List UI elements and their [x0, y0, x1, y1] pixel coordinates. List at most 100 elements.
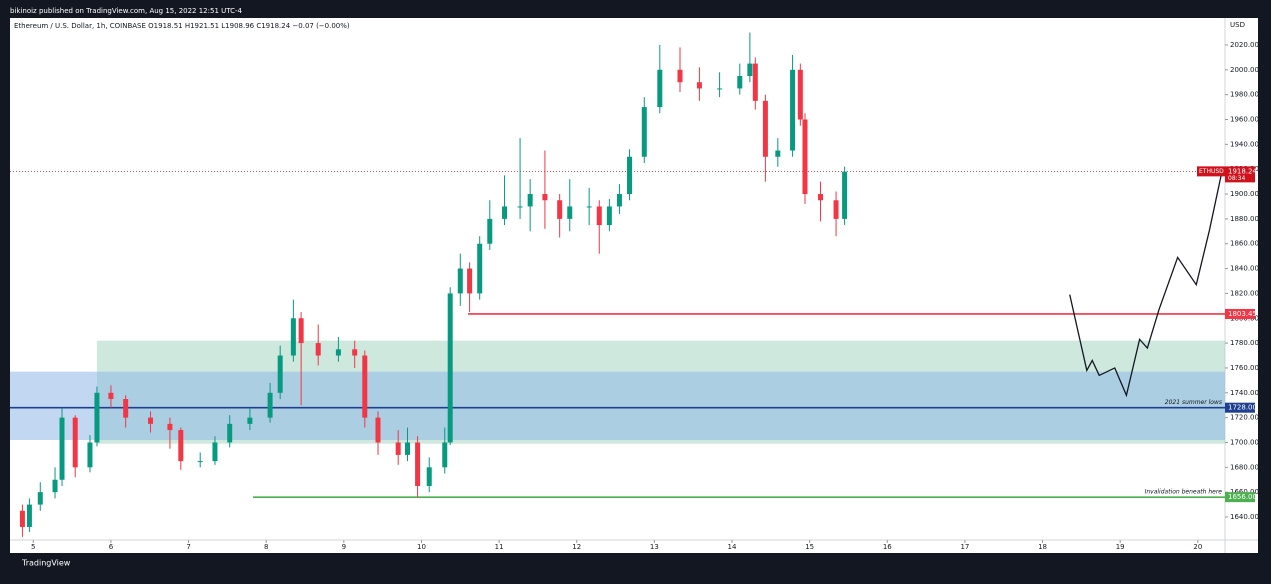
y-tick-label: 1760.00 — [1230, 364, 1259, 372]
candle-body — [148, 417, 154, 424]
candle-body — [87, 442, 93, 468]
candle-body — [833, 200, 839, 219]
candle-body — [52, 479, 58, 493]
candle-body — [467, 268, 473, 294]
candle-body — [395, 442, 401, 455]
x-tick-label: 20 — [1193, 543, 1202, 551]
last-symbol-box — [1197, 166, 1225, 177]
x-tick-label: 8 — [264, 543, 268, 551]
y-tick-label: 1900.00 — [1230, 190, 1259, 198]
level-label-box — [1225, 308, 1255, 319]
chart-background — [10, 18, 1258, 553]
candle-body — [94, 392, 100, 443]
x-tick-label: 11 — [495, 543, 504, 551]
candle-body — [277, 355, 283, 393]
x-tick-label: 16 — [883, 543, 892, 551]
candle-body — [197, 461, 203, 463]
y-tick-label: 1740.00 — [1230, 389, 1259, 397]
x-tick-label: 17 — [960, 543, 969, 551]
level-label: 1803.45 — [1228, 310, 1257, 318]
candle-body — [178, 430, 184, 462]
x-tick-label: 6 — [109, 543, 114, 551]
candle-body — [375, 417, 381, 443]
x-tick-label: 9 — [342, 543, 346, 551]
zone — [10, 371, 1225, 440]
candle-body — [72, 417, 78, 468]
level-note: Invalidation beneath here — [1145, 489, 1223, 496]
candle-body — [517, 206, 523, 208]
y-tick-label: 1680.00 — [1230, 463, 1259, 471]
candle-body — [586, 206, 592, 208]
x-tick-label: 12 — [572, 543, 581, 551]
candle-body — [167, 423, 173, 431]
candle-body — [227, 423, 233, 443]
x-tick-label: 15 — [805, 543, 814, 551]
candle-body — [123, 399, 129, 418]
candle-body — [442, 442, 448, 468]
candle-body — [696, 82, 702, 89]
y-tick-label: 1820.00 — [1230, 289, 1259, 297]
last-countdown: 08:34 — [1228, 175, 1245, 182]
candle-body — [37, 492, 43, 505]
y-tick-label: 1860.00 — [1230, 240, 1259, 248]
candle-body — [616, 194, 622, 207]
candle-body — [212, 442, 218, 462]
candle-body — [502, 206, 508, 219]
candle-body — [802, 119, 808, 195]
candle-body — [737, 76, 743, 89]
level-label-box — [1225, 492, 1255, 503]
y-tick-label: 1720.00 — [1230, 414, 1259, 422]
candle-body — [426, 467, 432, 486]
candle-body — [487, 218, 493, 244]
candle-body — [818, 194, 824, 201]
candle-body — [352, 349, 358, 356]
y-tick-label: 1840.00 — [1230, 265, 1259, 273]
candle-body — [26, 504, 32, 527]
candle-body — [790, 69, 796, 151]
x-tick-label: 7 — [186, 543, 190, 551]
chart-title: Ethereum / U.S. Dollar, 1h, COINBASE O19… — [14, 22, 350, 30]
candle-body — [527, 194, 533, 207]
candle-body — [762, 100, 768, 157]
x-tick-label: 19 — [1116, 543, 1125, 551]
level-note: 2021 summer lows — [1165, 399, 1222, 406]
x-tick-label: 5 — [31, 543, 35, 551]
brand: TradingView — [21, 559, 71, 568]
candle-body — [752, 63, 758, 101]
x-tick-label: 10 — [417, 543, 426, 551]
candle-body — [596, 206, 602, 226]
candle-body — [415, 442, 421, 486]
candle-body — [404, 442, 410, 455]
level-label: 1728.00 — [1228, 404, 1257, 412]
x-tick-label: 14 — [728, 543, 737, 551]
candle-body — [457, 268, 463, 294]
attribution: bikinoiz published on TradingView.com, A… — [10, 7, 243, 15]
candle-body — [477, 243, 483, 294]
y-tick-label: 1640.00 — [1230, 513, 1259, 521]
y-tick-label: 1940.00 — [1230, 140, 1259, 148]
candle-body — [797, 69, 803, 120]
projection-path — [1069, 175, 1222, 398]
candle-body — [298, 318, 304, 344]
candle-body — [335, 349, 341, 356]
candle-body — [362, 355, 368, 418]
candle-body — [290, 318, 296, 356]
y-tick-label: 1700.00 — [1230, 438, 1259, 446]
candle-body — [641, 107, 647, 157]
candle-body — [775, 150, 781, 157]
candle-body — [717, 88, 723, 90]
level-label-box — [1225, 402, 1255, 413]
candle-body — [677, 69, 683, 83]
candle-body — [557, 200, 563, 219]
level-label: 1656.00 — [1228, 493, 1257, 501]
candle-body — [606, 206, 612, 226]
candle-body — [627, 156, 633, 195]
candle-body — [59, 417, 65, 480]
y-tick-label: 2000.00 — [1230, 66, 1259, 74]
y-tick-label: 1960.00 — [1230, 115, 1259, 123]
candle-body — [267, 392, 273, 418]
y-tick-label: 1980.00 — [1230, 91, 1259, 99]
y-tick-label: 1880.00 — [1230, 215, 1259, 223]
x-tick-label: 18 — [1038, 543, 1047, 551]
